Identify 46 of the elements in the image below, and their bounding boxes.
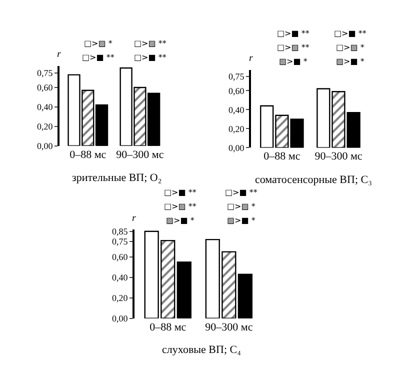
y-tick-label: 0,40 bbox=[228, 104, 245, 115]
text: □>■ ** bbox=[134, 53, 166, 62]
text: □>▨ * bbox=[84, 39, 112, 48]
x-tick-label: 90–300 мс bbox=[205, 321, 253, 334]
text: □>▨ * bbox=[336, 43, 364, 52]
bar bbox=[176, 261, 192, 318]
y-tick-label: 0,00 bbox=[36, 140, 54, 151]
x-tick-label: 90–300 мс bbox=[314, 150, 362, 163]
y-axis-title: r bbox=[249, 53, 253, 64]
bar bbox=[238, 274, 253, 318]
y-tick-label: 0,75 bbox=[36, 68, 54, 78]
text: □>■ ** bbox=[82, 53, 114, 62]
text: □>▨ ** bbox=[134, 39, 166, 48]
text: □>■ ** bbox=[164, 188, 196, 197]
y-tick-label: 0,40 bbox=[36, 102, 54, 112]
y-axis-title: r bbox=[57, 49, 61, 60]
y-tick-label: 0,40 bbox=[112, 272, 128, 283]
text: □>▨ ** bbox=[277, 43, 310, 52]
y-tick-label: 0,75 bbox=[112, 236, 128, 247]
y-tick-label: 0,20 bbox=[228, 124, 245, 134]
y-tick-label: 0,20 bbox=[112, 293, 128, 304]
y-tick-label: 0,00 bbox=[228, 142, 245, 153]
y-tick-label: 0,60 bbox=[36, 82, 54, 93]
y-axis-title: r bbox=[132, 213, 136, 224]
text: □>■ ** bbox=[334, 29, 366, 38]
x-axis-title: слуховые ВП; C₄ bbox=[162, 344, 242, 356]
text: □>■ ** bbox=[225, 188, 258, 197]
x-axis-title: зрительные ВП; O₂ bbox=[72, 172, 162, 184]
y-tick-label: 0,60 bbox=[228, 86, 245, 96]
y-tick-label: 0,20 bbox=[36, 122, 54, 132]
text: □>▨ ** bbox=[164, 202, 196, 211]
text: □>▨ * bbox=[227, 202, 256, 211]
x-tick-label: 90–300 мс bbox=[116, 148, 164, 161]
x-tick-label: 0–88 мс bbox=[150, 321, 186, 334]
y-tick-label: 0,75 bbox=[228, 72, 245, 82]
y-tick-label: 0,60 bbox=[112, 252, 128, 262]
x-axis-title: соматосенсорные ВП; C₃ bbox=[255, 174, 372, 186]
text: ▨>■ * bbox=[166, 216, 194, 225]
text: ▨>■ * bbox=[279, 57, 308, 66]
y-tick-label: 0,00 bbox=[112, 314, 128, 324]
text: ▨>■ * bbox=[336, 57, 364, 66]
y-tick-label: 0,85 bbox=[112, 226, 128, 237]
text: □>■ ** bbox=[277, 29, 310, 38]
x-tick-label: 0–88 мс bbox=[70, 148, 106, 161]
x-tick-label: 0–88 мс bbox=[264, 150, 300, 163]
text: ▨>■ * bbox=[227, 216, 256, 225]
